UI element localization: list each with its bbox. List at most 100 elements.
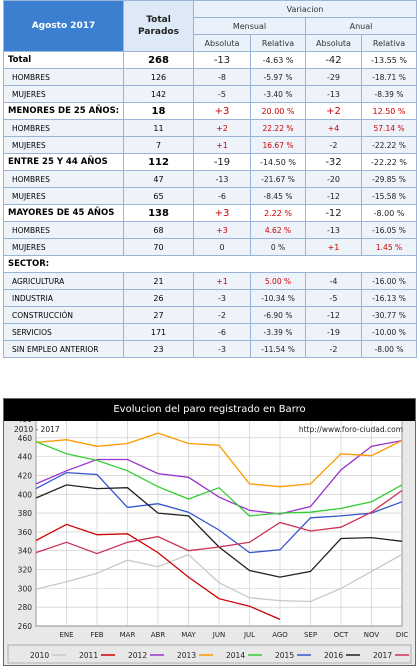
anual-relativa-value: -15.58 % [360, 187, 418, 205]
y-tick-label: 320 [18, 566, 33, 575]
sector-header: SECTOR: [2, 255, 418, 273]
mensual-relativa-value: -3.39 % [250, 323, 306, 341]
mensual-absoluta-value: -13 [193, 51, 251, 69]
y-tick-label: 400 [18, 490, 33, 499]
anual-relativa-value: -13.55 % [360, 51, 418, 69]
mensual-relativa-value: 2.22 % [250, 204, 306, 222]
anual-absoluta-value: -19 [305, 323, 362, 341]
anual-relativa-value: -8.39 % [360, 85, 418, 103]
anual-absoluta-header: Absoluta [305, 34, 362, 52]
anual-absoluta-value: -4 [305, 272, 362, 290]
y-tick-label: 300 [18, 584, 33, 593]
total-parados-value: 68 [123, 221, 194, 239]
mensual-absoluta-value: -13 [193, 170, 251, 188]
y-tick-label: 440 [18, 453, 33, 462]
mensual-absoluta-value: -8 [193, 68, 251, 86]
series-line-2011 [35, 523, 281, 620]
y-tick-label: 260 [18, 622, 33, 631]
anual-relativa-value: -16.00 % [360, 272, 418, 290]
y-tick-label: 460 [18, 434, 33, 443]
mensual-relativa-value: -10.34 % [250, 289, 306, 307]
anual-absoluta-value: -13 [305, 85, 362, 103]
anual-absoluta-value: -13 [305, 221, 362, 239]
x-tick-label: ABR [151, 631, 166, 639]
table-row: HOMBRES 126 -8 -5.97 % -29 -18.71 % [3, 68, 418, 86]
table-row: Total 268 -13 -4.63 % -42 -13.55 % [3, 51, 418, 69]
chart-range: 2010 - 2017 [14, 425, 60, 434]
mensual-relativa-value: -11.54 % [250, 340, 306, 358]
total-parados-value: 11 [123, 119, 194, 137]
total-parados-value: 112 [123, 153, 194, 171]
mensual-relativa-value: -3.40 % [250, 85, 306, 103]
row-label: MUJERES [3, 187, 124, 205]
y-tick-label: 340 [18, 547, 33, 556]
table-row: MENORES DE 25 AÑOS: 18 +3 20.00 % +2 12.50 % [3, 102, 418, 120]
row-label: HOMBRES [3, 170, 124, 188]
anual-absoluta-value: -12 [305, 306, 362, 324]
x-tick-label: SEP [304, 631, 317, 639]
row-label: AGRICULTURA [3, 272, 124, 290]
mensual-relativa-value: 20.00 % [250, 102, 306, 120]
table-row: ENTRE 25 Y 44 AÑOS 112 -19 -14.50 % -32 -22.2… [3, 153, 418, 171]
anual-relativa-value: -29.85 % [360, 170, 418, 188]
total-parados-value: 171 [123, 323, 194, 341]
unemployment-chart: 260280300320340360380400420440460480ENEF… [3, 398, 416, 666]
x-tick-label: NOV [364, 631, 380, 639]
anual-absoluta-value: -20 [305, 170, 362, 188]
anual-absoluta-value: -12 [305, 187, 362, 205]
mensual-relativa-value: -4.63 % [250, 51, 306, 69]
table-row: MAYORES DE 45 AÑOS 138 +3 2.22 % -12 -8.00 % [3, 204, 418, 222]
table-row: HOMBRES 11 +2 22.22 % +4 57.14 % [3, 119, 418, 137]
anual-absoluta-value: -29 [305, 68, 362, 86]
mensual-relativa-value: 4.62 % [250, 221, 306, 239]
legend-label-2012: 2012 [128, 651, 147, 660]
anual-absoluta-value: -32 [305, 153, 362, 171]
anual-relativa-value: -8.00 % [360, 204, 418, 222]
mensual-absoluta-value: +1 [193, 136, 251, 154]
mensual-absoluta-header: Absoluta [193, 34, 251, 52]
table-row: INDUSTRIA 26 -3 -10.34 % -5 -16.13 % [3, 289, 418, 307]
total-parados-value: 142 [123, 85, 194, 103]
legend-label-2017: 2017 [373, 651, 392, 660]
anual-relativa-value: -16.05 % [360, 221, 418, 239]
anual-absoluta-value: -12 [305, 204, 362, 222]
row-label: INDUSTRIA [3, 289, 124, 307]
anual-relativa-value: -18.71 % [360, 68, 418, 86]
total-parados-value: 138 [123, 204, 194, 222]
mensual-relativa-value: -6.90 % [250, 306, 306, 324]
x-tick-label: JUL [243, 631, 255, 639]
mensual-relativa-value: 0 % [250, 238, 306, 256]
anual-relativa-value: -22.22 % [360, 136, 418, 154]
mensual-header: Mensual [193, 17, 306, 35]
series-line-2010 [35, 553, 403, 603]
series-line-2013 [35, 432, 403, 488]
mensual-absoluta-value: -6 [193, 323, 251, 341]
anual-absoluta-value: +1 [305, 238, 362, 256]
total-parados-value: 7 [123, 136, 194, 154]
anual-relativa-value: -8.00 % [360, 340, 418, 358]
anual-absoluta-value: -5 [305, 289, 362, 307]
anual-absoluta-value: +2 [305, 102, 362, 120]
total-parados-header: Total Parados [123, 0, 194, 52]
anual-absoluta-value: +4 [305, 119, 362, 137]
total-parados-value: 47 [123, 170, 194, 188]
chart-url-link[interactable]: http://www.foro-ciudad.com [298, 425, 403, 434]
row-label: HOMBRES [3, 68, 124, 86]
mensual-relativa-value: 5.00 % [250, 272, 306, 290]
series-line-2017 [35, 489, 403, 555]
series-line-2015 [35, 471, 403, 554]
row-label: SERVICIOS [3, 323, 124, 341]
legend-label-2014: 2014 [226, 651, 245, 660]
table-row: SERVICIOS 171 -6 -3.39 % -19 -10.00 % [3, 323, 418, 341]
y-tick-label: 420 [18, 471, 33, 480]
total-parados-value: 23 [123, 340, 194, 358]
mensual-absoluta-value: +1 [193, 272, 251, 290]
row-label: MUJERES [3, 238, 124, 256]
row-label: CONSTRUCCIÓN [3, 306, 124, 324]
anual-relativa-value: 12.50 % [360, 102, 418, 120]
row-label: MUJERES [3, 85, 124, 103]
mensual-absoluta-value: +3 [193, 102, 251, 120]
series-line-2012 [35, 439, 403, 515]
mensual-relativa-value: 22.22 % [250, 119, 306, 137]
anual-relativa-value: -30.77 % [360, 306, 418, 324]
